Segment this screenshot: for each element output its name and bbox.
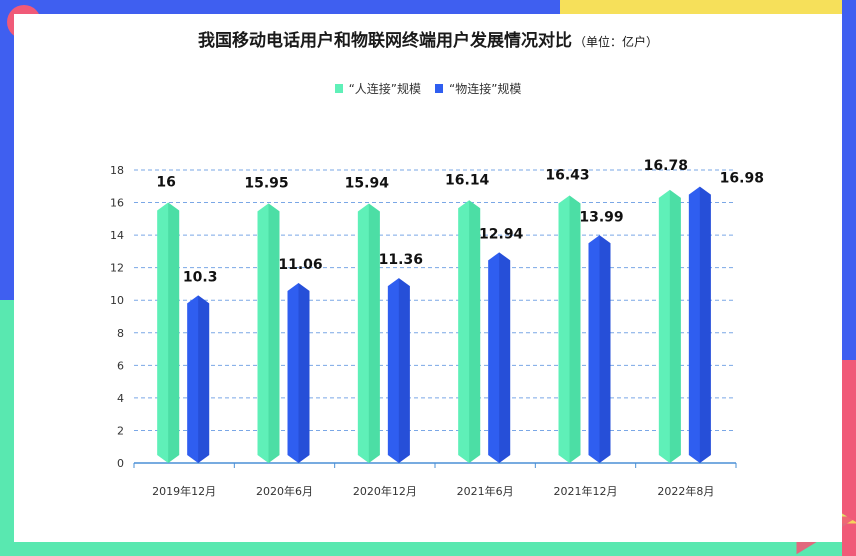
data-label: 16.14	[445, 172, 490, 188]
frame-right-pink	[842, 360, 856, 556]
y-tick-label: 0	[117, 457, 124, 470]
bar-shade	[669, 189, 681, 463]
bar-shade	[569, 195, 581, 464]
legend-label-series1: “人连接”规模	[348, 82, 421, 96]
y-tick-label: 18	[110, 164, 124, 177]
frame-left-blue	[0, 0, 14, 300]
frame-right-blue	[842, 0, 856, 360]
bar-shade	[499, 252, 511, 463]
bar-shade	[599, 235, 611, 463]
data-label: 15.95	[244, 175, 288, 191]
legend-label-series2: “物连接”规模	[449, 82, 522, 96]
legend-swatch-series2	[435, 84, 443, 93]
y-tick-label: 6	[117, 359, 124, 372]
chart-title: 我国移动电话用户和物联网终端用户发展情况对比 （单位：亿户）	[0, 26, 856, 51]
x-category-label: 2022年8月	[657, 484, 714, 498]
bar-shade	[298, 282, 310, 463]
y-tick-label: 14	[110, 229, 124, 242]
y-tick-label: 4	[117, 392, 124, 405]
data-label: 16.78	[644, 158, 688, 174]
x-category-label: 2020年6月	[256, 484, 313, 498]
y-tick-label: 12	[110, 262, 124, 275]
x-category-label: 2020年12月	[353, 484, 417, 498]
bar-shade	[198, 295, 210, 463]
data-label: 15.94	[345, 176, 390, 192]
frame-left-green	[0, 300, 14, 556]
bar-shade	[368, 203, 380, 463]
y-tick-label: 8	[117, 327, 124, 340]
bar-shade	[168, 202, 180, 464]
bar-shade	[268, 203, 280, 463]
x-category-label: 2021年6月	[457, 484, 514, 498]
data-label: 16.43	[545, 168, 589, 184]
y-tick-label: 16	[110, 197, 124, 210]
legend-item-series2[interactable]: “物连接”规模	[435, 80, 521, 97]
legend-item-series1[interactable]: “人连接”规模	[334, 80, 421, 97]
data-label: 16.98	[720, 171, 764, 187]
chart-title-text: 我国移动电话用户和物联网终端用户发展情况对比	[197, 31, 572, 51]
data-label: 10.3	[183, 269, 218, 285]
chart-unit: （单位：亿户）	[573, 35, 658, 49]
frame-bottom-green	[0, 542, 856, 556]
data-label: 12.94	[479, 226, 524, 242]
bar-shade	[469, 200, 481, 463]
legend-swatch-series1	[334, 84, 343, 93]
bar-shade	[699, 186, 711, 463]
data-label: 11.06	[278, 257, 322, 273]
bar-shade	[398, 278, 410, 463]
x-category-label: 2021年12月	[554, 484, 618, 498]
chart-legend: “人连接”规模 “物连接”规模	[0, 80, 856, 97]
y-tick-label: 2	[117, 424, 124, 437]
data-label: 13.99	[579, 209, 623, 225]
y-tick-label: 10	[110, 294, 124, 307]
data-label: 11.36	[379, 252, 423, 268]
data-label: 16	[156, 175, 175, 191]
x-category-label: 2019年12月	[152, 484, 216, 498]
